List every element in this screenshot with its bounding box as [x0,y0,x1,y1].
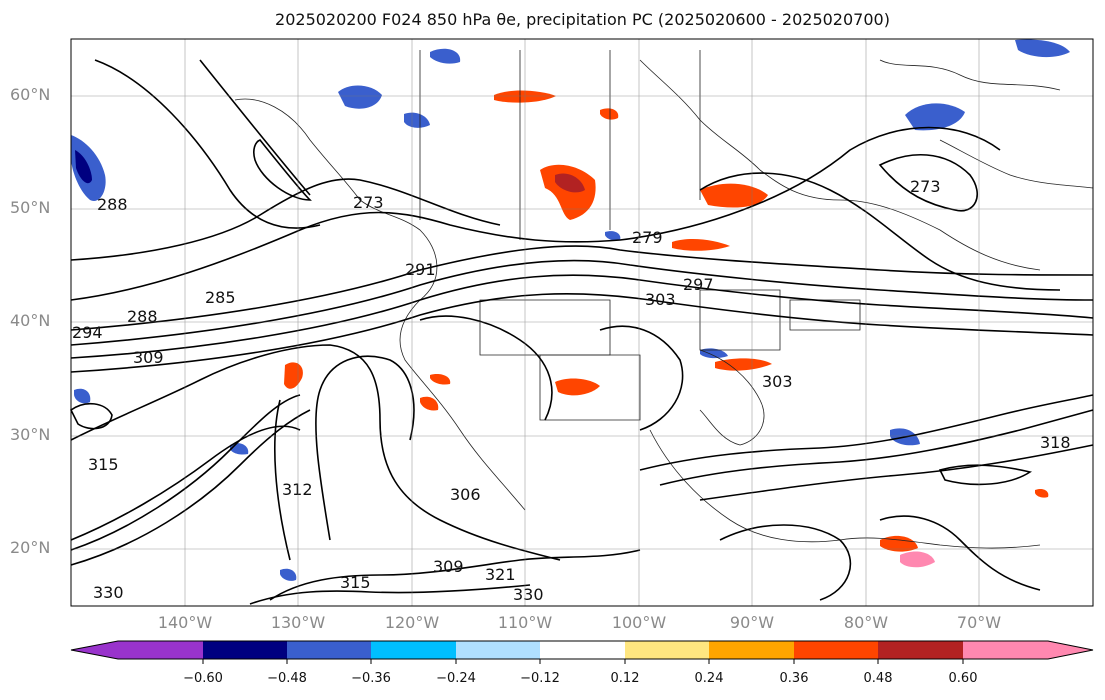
contour-label: 273 [910,177,941,196]
colorbar-segment [371,641,456,659]
colorbar-segment [625,641,709,659]
chart-title: 2025020200 F024 850 hPa θe, precipitatio… [275,10,890,29]
lat-label-40n: 40°N [10,311,51,330]
contour-label: 321 [485,565,516,584]
contour-label: 294 [72,323,103,342]
colorbar-segment [203,641,287,659]
graticule [71,39,1093,606]
colorbar-tick-label: −0.60 [183,671,223,686]
colorbar-segment [118,641,203,659]
colorbar-tick-label: −0.36 [351,671,391,686]
colorbar-segment [540,641,625,659]
lon-label-70w: 70°W [956,613,1002,632]
contour-label: 303 [762,372,793,391]
colorbar-extend-high [1048,641,1093,659]
contour-label: 315 [88,455,119,474]
contour-label: 288 [127,307,158,326]
colorbar-segment [794,641,878,659]
contour-label: 279 [632,228,663,247]
contour-label: 330 [93,583,124,602]
colorbar-tick-label: 0.12 [610,671,640,686]
lat-label-30n: 30°N [10,425,51,444]
contour-label: 318 [1040,433,1071,452]
colorbar-tick-label: −0.24 [436,671,476,686]
contour-label: 273 [353,193,384,212]
colorbar-tick-label: 0.36 [779,671,809,686]
coastlines-borders [234,50,1094,549]
lon-label-140w: 140°W [157,613,213,632]
colorbar-segment [963,641,1048,659]
map-border [70,38,1094,607]
colorbar-tick-label: −0.48 [267,671,307,686]
colorbar-tick-label: 0.60 [948,671,978,686]
contour-label: 309 [133,348,164,367]
colorbar-outline [70,640,1094,660]
lat-label-20n: 20°N [10,538,51,557]
contour-label: 309 [433,557,464,576]
contour-label: 315 [340,573,371,592]
contour-label: 330 [513,585,544,604]
contour-label: 291 [405,260,436,279]
lon-label-90w: 90°W [729,613,775,632]
colorbar-segment [287,641,371,659]
colorbar [70,640,1094,664]
contour-label: 288 [97,195,128,214]
colorbar-segment [456,641,540,659]
map-frame [71,39,1093,606]
precip-negative-shading [71,39,1070,581]
lon-label-130w: 130°W [270,613,326,632]
colorbar-segment [878,641,963,659]
contour-label: 297 [683,275,714,294]
lat-label-50n: 50°N [10,198,51,217]
contour-label: 285 [205,288,236,307]
colorbar-tick-label: 0.48 [863,671,893,686]
colorbar-tick-label: 0.24 [694,671,724,686]
contour-label: 306 [450,485,481,504]
colorbar-extend-low [71,641,118,659]
precip-positive-shading [284,90,1049,568]
lon-label-110w: 110°W [497,613,553,632]
colorbar-tick-label: −0.12 [520,671,560,686]
contour-label: 312 [282,480,313,499]
lon-label-120w: 120°W [384,613,440,632]
lon-label-80w: 80°W [843,613,889,632]
colorbar-segment [709,641,794,659]
theta-e-contours [69,59,1094,605]
contour-label: 303 [645,290,676,309]
lon-label-100w: 100°W [611,613,667,632]
lat-label-60n: 60°N [10,85,51,104]
